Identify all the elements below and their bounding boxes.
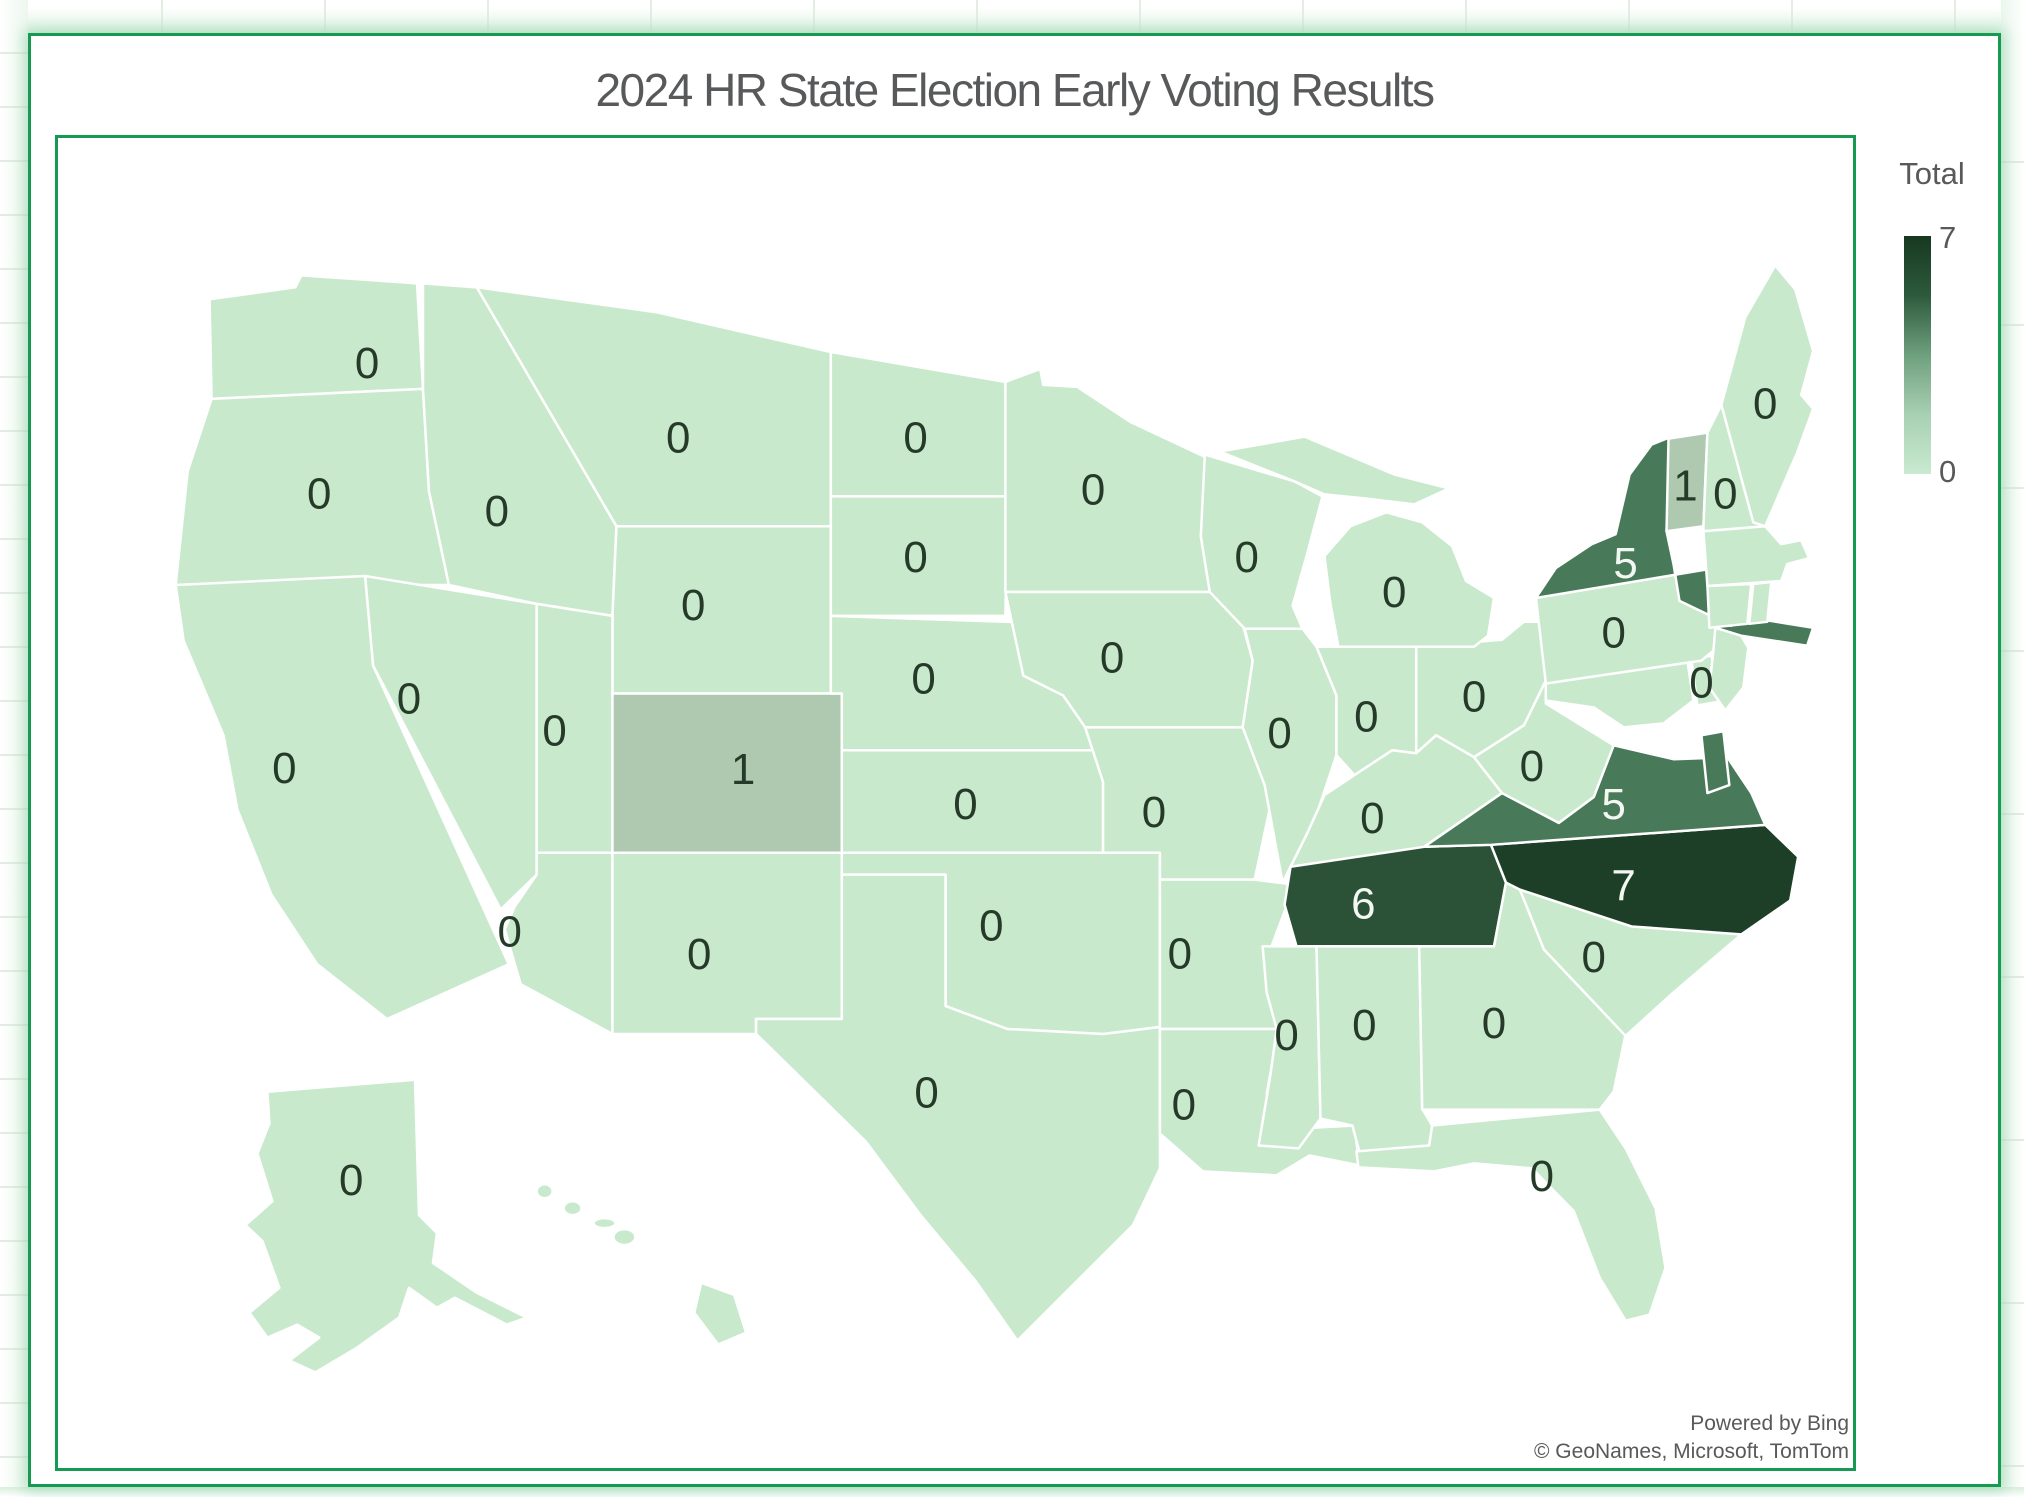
state-ME[interactable] — [1720, 264, 1815, 528]
state-NJ[interactable] — [1708, 626, 1750, 712]
state-value-label-UT: 0 — [542, 706, 566, 755]
excel-sheet-left-margin — [0, 0, 28, 1497]
state-value-label-ME: 0 — [1753, 380, 1777, 429]
state-value-label-OK: 0 — [979, 901, 1003, 950]
state-WI[interactable] — [1199, 453, 1324, 631]
state-MA[interactable] — [1702, 525, 1811, 588]
excel-sheet-top-margin — [0, 0, 2024, 33]
states-layer — [174, 264, 1815, 1374]
state-HI-maui[interactable] — [612, 1227, 637, 1247]
state-value-label-PA: 0 — [1601, 609, 1625, 658]
state-value-label-WI: 0 — [1234, 533, 1258, 582]
state-HI-kauai[interactable] — [535, 1183, 554, 1200]
state-value-label-FL: 0 — [1530, 1152, 1554, 1201]
state-value-label-IA: 0 — [1100, 634, 1124, 683]
state-value-label-VA: 5 — [1601, 780, 1625, 829]
state-WA[interactable] — [208, 274, 425, 401]
state-VA-eastern-shore[interactable] — [1700, 730, 1731, 795]
state-WY[interactable] — [611, 525, 833, 695]
state-value-label-TN: 6 — [1351, 880, 1375, 929]
state-MI-upper-peninsula[interactable] — [1218, 435, 1451, 506]
state-value-label-MN: 0 — [1081, 465, 1105, 514]
map-attribution: Powered by Bing © GeoNames, Microsoft, T… — [1534, 1410, 1849, 1466]
state-value-label-SC: 0 — [1582, 933, 1606, 982]
state-value-label-NE: 0 — [911, 655, 935, 704]
excel-sheet-right-margin — [2001, 0, 2024, 1497]
data-provider-attribution-line: © GeoNames, Microsoft, TomTom — [1534, 1440, 1849, 1463]
state-HI-molokai[interactable] — [592, 1216, 617, 1230]
state-RI[interactable] — [1748, 580, 1773, 626]
state-value-label-MO: 0 — [1142, 788, 1166, 837]
state-value-label-NH: 0 — [1713, 469, 1737, 518]
legend-gradient-bar — [1904, 236, 1931, 474]
state-value-label-NJ: 0 — [1689, 659, 1713, 708]
state-AK[interactable] — [244, 1078, 528, 1374]
state-value-label-AR: 0 — [1168, 929, 1192, 978]
state-value-label-KY: 0 — [1360, 794, 1384, 843]
state-MI[interactable] — [1323, 511, 1496, 648]
state-value-label-NV: 0 — [397, 674, 421, 723]
state-value-label-MT: 0 — [666, 414, 690, 463]
state-TX[interactable] — [754, 873, 1162, 1342]
state-value-label-IN: 0 — [1354, 692, 1378, 741]
state-HI-oahu[interactable] — [562, 1199, 583, 1217]
legend-min-label: 0 — [1939, 454, 1957, 489]
state-value-label-AK: 0 — [339, 1156, 363, 1205]
state-value-label-CA: 0 — [272, 744, 296, 793]
state-value-label-WV: 0 — [1520, 742, 1544, 791]
state-value-label-NY: 5 — [1613, 539, 1637, 588]
state-value-label-WA: 0 — [355, 339, 379, 388]
state-value-label-LA: 0 — [1172, 1081, 1196, 1130]
excel-sheet-bottom-margin — [0, 1487, 2024, 1497]
state-value-label-IL: 0 — [1267, 709, 1291, 758]
map-chart-frame: 2024 HR State Election Early Voting Resu… — [28, 33, 2001, 1487]
state-CT[interactable] — [1706, 582, 1753, 630]
state-value-label-MI: 0 — [1382, 568, 1406, 617]
state-value-label-VT: 1 — [1673, 461, 1697, 510]
state-value-label-GA: 0 — [1482, 999, 1506, 1048]
state-CO[interactable] — [611, 692, 844, 855]
state-value-label-AZ: 0 — [498, 907, 522, 956]
state-FL[interactable] — [1355, 1108, 1667, 1322]
state-value-label-AL: 0 — [1352, 1001, 1376, 1050]
state-value-label-CO: 1 — [731, 745, 755, 794]
state-MN[interactable] — [1004, 367, 1217, 594]
state-SD[interactable] — [829, 495, 1009, 618]
state-value-label-WY: 0 — [681, 581, 705, 630]
state-NV[interactable] — [363, 574, 538, 911]
state-value-label-SD: 0 — [903, 533, 927, 582]
state-value-label-TX: 0 — [914, 1069, 938, 1118]
chart-title: 2024 HR State Election Early Voting Resu… — [595, 64, 1435, 116]
state-value-label-OR: 0 — [307, 469, 331, 518]
state-NM[interactable] — [611, 851, 844, 1036]
state-value-label-ID: 0 — [485, 487, 509, 536]
state-value-label-KS: 0 — [953, 780, 977, 829]
state-value-label-MS: 0 — [1274, 1011, 1298, 1060]
legend-max-label: 7 — [1939, 220, 1957, 255]
state-value-label-NC: 7 — [1611, 862, 1635, 911]
bing-attribution-line: Powered by Bing — [1690, 1412, 1849, 1435]
legend-title: Total — [1899, 156, 1965, 191]
state-value-label-NM: 0 — [687, 930, 711, 979]
state-NC[interactable] — [1489, 823, 1800, 936]
state-value-label-ND: 0 — [903, 414, 927, 463]
state-HI-big-island[interactable] — [692, 1281, 748, 1346]
state-value-label-OH: 0 — [1462, 672, 1486, 721]
